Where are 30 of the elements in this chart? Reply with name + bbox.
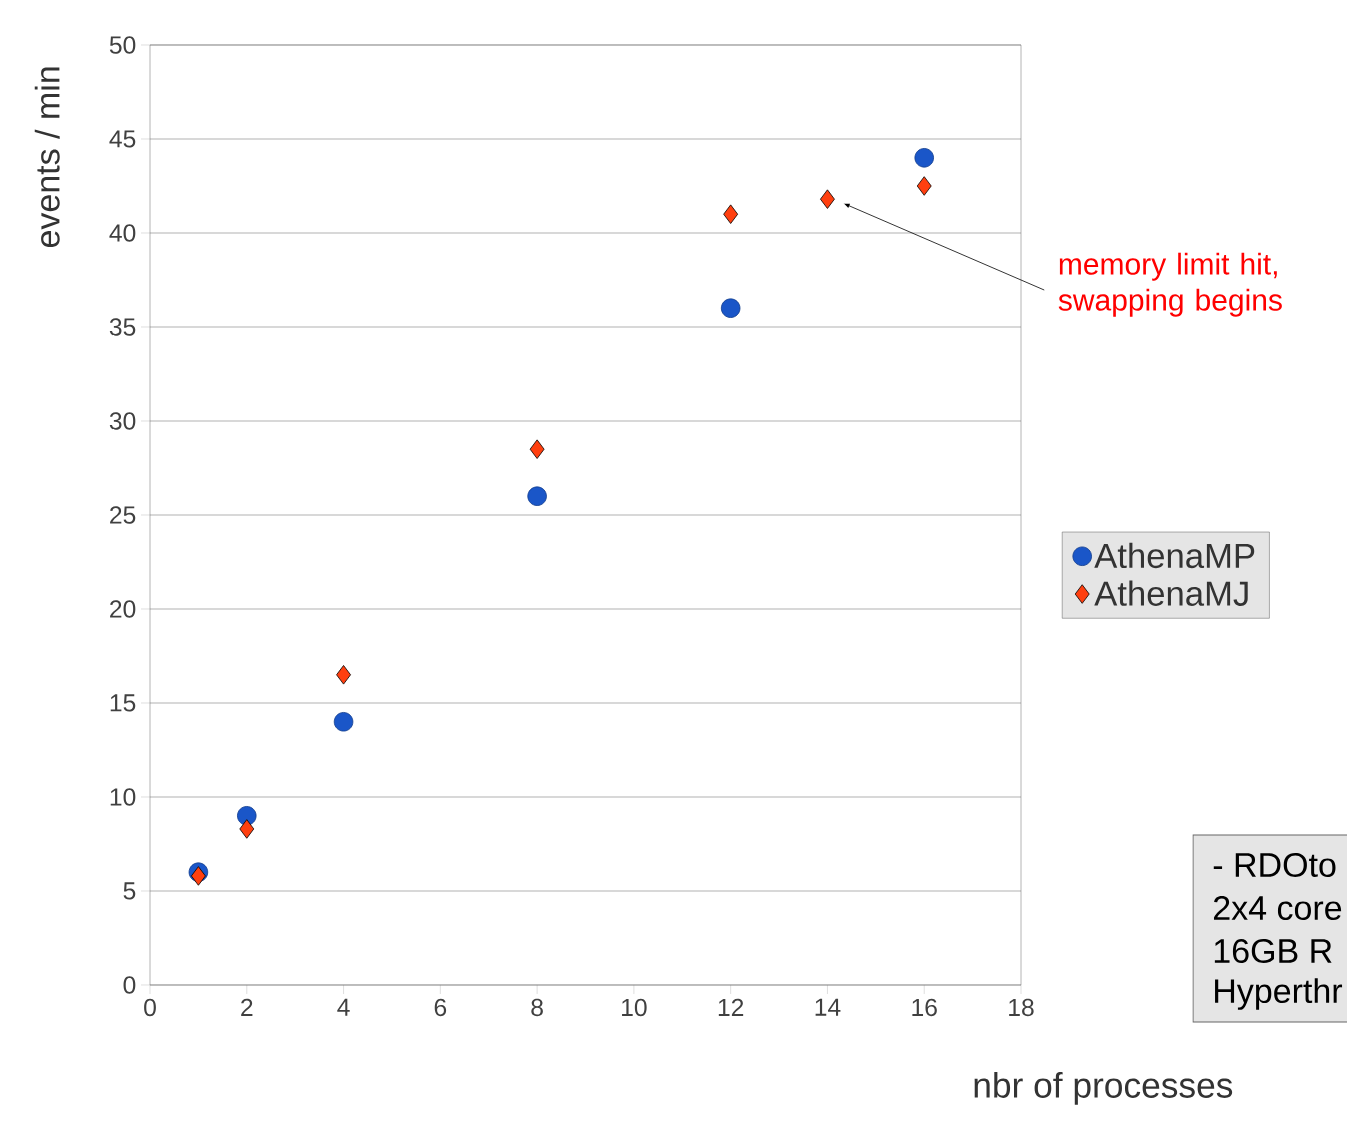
y-tick-label: 20	[110, 600, 136, 618]
y-tick-label: 45	[109, 130, 136, 148]
x-tick-label: 14	[815, 998, 841, 1016]
legend-label: AthenaMP	[1094, 542, 1255, 569]
x-tick-label: 16	[912, 998, 937, 1017]
y-tick-label: 15	[110, 694, 136, 712]
text: 2x4 core	[1213, 895, 1342, 921]
y-axis-title: events / min	[34, 67, 60, 248]
y-tick-label: 35	[109, 318, 136, 336]
y-tick-label: 25	[110, 506, 136, 524]
y-tick-label: 30	[109, 412, 136, 430]
y-tick-label: 10	[110, 788, 136, 806]
x-tick-label: 8	[531, 998, 543, 1017]
x-tick-label: 6	[434, 998, 447, 1017]
x-tick-label: 2	[241, 998, 253, 1016]
text: 16GB R	[1214, 938, 1332, 964]
y-tick-label: 0	[123, 976, 136, 994]
y-tick-label: 5	[123, 882, 136, 900]
text: Hyperthr	[1215, 978, 1343, 1010]
legend-label: AthenaMJ	[1094, 580, 1248, 606]
text: memory limit hit, swapping begins	[1058, 252, 1282, 317]
y-tick-label: 50	[109, 36, 136, 54]
text: - RDOto	[1213, 852, 1336, 878]
x-tick-label: 18	[1009, 998, 1034, 1017]
x-tick-label: 12	[718, 998, 744, 1016]
x-tick-label: 0	[144, 998, 156, 1017]
x-tick-label: 10	[622, 998, 647, 1017]
y-tick-label: 40	[109, 224, 136, 242]
x-axis-title: nbr of processes	[974, 1071, 1233, 1105]
x-tick-label: 4	[337, 998, 350, 1016]
